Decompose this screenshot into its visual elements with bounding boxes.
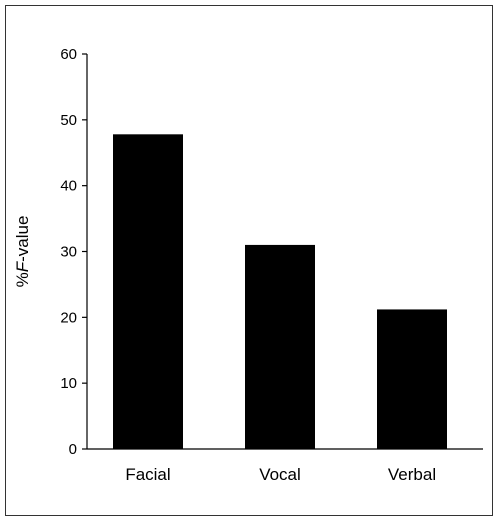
x-category-label: Facial <box>125 465 170 484</box>
y-tick-label: 20 <box>60 309 77 326</box>
y-tick-label: 10 <box>60 375 77 392</box>
y-axis-ticks: 0 10 20 30 40 50 60 <box>60 46 87 458</box>
y-tick-label: 60 <box>60 46 77 63</box>
bar-vocal <box>245 244 315 449</box>
bars <box>113 134 447 450</box>
bar-verbal <box>377 309 447 449</box>
y-axis-title-italic: F <box>13 260 32 272</box>
x-category-label: Verbal <box>388 465 436 484</box>
bar-facial <box>113 134 183 450</box>
y-axis-title-suffix: -value <box>13 216 32 262</box>
y-axis-title-prefix: % <box>13 272 32 287</box>
y-axis-title: %F-value <box>13 216 32 288</box>
x-axis-labels: Facial Vocal Verbal <box>125 465 436 484</box>
y-tick-label: 0 <box>69 441 77 458</box>
y-tick-label: 50 <box>60 112 77 129</box>
y-tick-label: 30 <box>60 244 77 261</box>
x-category-label: Vocal <box>259 465 301 484</box>
y-tick-label: 40 <box>60 178 77 195</box>
